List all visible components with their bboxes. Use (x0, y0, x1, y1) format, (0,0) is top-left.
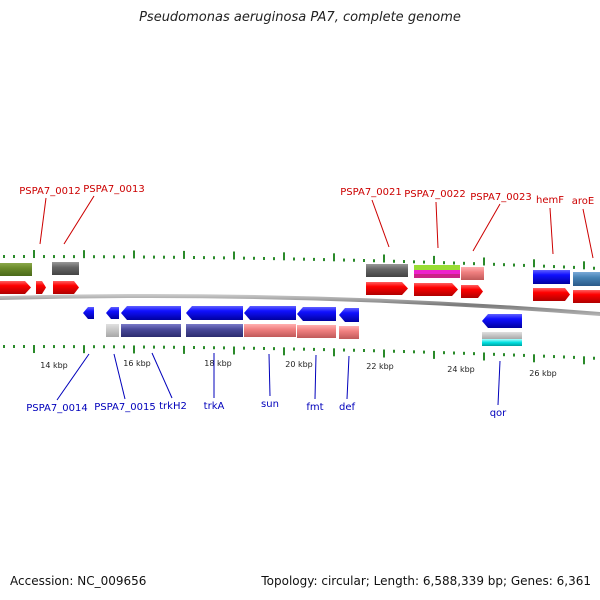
axis-label: 14 kbp (40, 361, 68, 370)
genome-stats-label: Topology: circular; Length: 6,588,339 bp… (261, 574, 591, 588)
accession-label: Accession: NC_009656 (10, 574, 147, 588)
forward-gene-arrow (0, 281, 31, 294)
feature-block (414, 270, 460, 274)
forward-strand-features (0, 262, 600, 286)
gene-label[interactable]: aroE (572, 196, 594, 207)
gene-label[interactable]: PSPA7_0013 (83, 184, 144, 195)
leader-line (39, 197, 47, 245)
gene-label[interactable]: PSPA7_0012 (19, 186, 80, 197)
feature-block (482, 339, 522, 346)
axis-labels: 14 kbp 16 kbp 18 kbp 20 kbp 22 kbp 24 kbp 26 k… (40, 359, 557, 378)
feature-block (297, 325, 336, 338)
forward-gene-arrow (366, 282, 408, 295)
forward-gene-arrow (53, 281, 79, 294)
feature-block (0, 263, 32, 276)
leader-line (371, 199, 390, 248)
feature-block (52, 262, 79, 275)
genome-backbone (0, 294, 600, 316)
axis-label: 18 kbp (204, 359, 232, 368)
feature-block (186, 324, 243, 337)
axis-label: 24 kbp (447, 365, 475, 374)
feature-block (461, 267, 484, 280)
gene-label[interactable]: fmt (306, 402, 323, 413)
reverse-gene-arrow (339, 308, 359, 322)
leader-line (497, 360, 501, 406)
leader-line (56, 353, 90, 401)
feature-block (366, 264, 408, 277)
forward-gene-arrow (573, 290, 600, 303)
leader-line (268, 353, 271, 397)
bottom-gene-labels: PSPA7_0014 PSPA7_0015 trkH2 trkA sun fmt def qo… (26, 352, 507, 419)
top-gene-labels: PSPA7_0012 PSPA7_0013 PSPA7_0021 PSPA7_0022… (19, 184, 594, 259)
gene-label[interactable]: PSPA7_0021 (340, 187, 401, 198)
feature-block (414, 274, 460, 278)
forward-gene-arrow (461, 285, 483, 298)
tick-marks (3, 250, 595, 365)
gene-label[interactable]: def (339, 402, 356, 413)
axis-label: 20 kbp (285, 360, 313, 369)
feature-block (573, 272, 600, 286)
reverse-strand-genes (83, 306, 522, 328)
gene-label[interactable]: qor (490, 408, 507, 419)
leader-line (346, 355, 350, 400)
leader-line (63, 195, 95, 245)
forward-strand-genes (0, 281, 600, 303)
leader-line (472, 203, 501, 252)
leader-line (151, 352, 173, 399)
feature-block (339, 326, 359, 339)
reverse-gene-arrow (482, 314, 522, 328)
gene-label[interactable]: PSPA7_0023 (470, 192, 531, 203)
genome-title: Pseudomonas aeruginosa PA7, complete gen… (139, 10, 461, 25)
forward-gene-arrow (414, 283, 458, 296)
feature-block (106, 324, 119, 337)
leader-line (582, 208, 594, 259)
feature-block (482, 332, 522, 339)
forward-gene-arrow (533, 288, 570, 301)
gene-label[interactable]: PSPA7_0022 (404, 189, 465, 200)
gene-label[interactable]: sun (261, 399, 279, 410)
reverse-gene-arrow (297, 307, 336, 321)
leader-line (113, 353, 126, 400)
feature-block (533, 270, 570, 284)
reverse-gene-arrow (121, 306, 181, 320)
reverse-strand-features (106, 324, 522, 346)
gene-label[interactable]: hemF (536, 195, 564, 206)
gene-label[interactable]: PSPA7_0014 (26, 403, 87, 414)
forward-gene-arrow (36, 281, 46, 294)
leader-line (314, 354, 317, 400)
leader-line (549, 207, 554, 255)
feature-block (121, 324, 181, 337)
gene-label[interactable]: trkA (204, 401, 225, 412)
feature-block (244, 324, 296, 337)
reverse-gene-arrow (244, 306, 296, 320)
gene-label[interactable]: PSPA7_0015 (94, 402, 155, 413)
axis-label: 26 kbp (529, 369, 557, 378)
axis-label: 22 kbp (366, 362, 394, 371)
gene-label[interactable]: trkH2 (159, 401, 187, 412)
reverse-gene-arrow (186, 306, 243, 320)
axis-label: 16 kbp (123, 359, 151, 368)
leader-line (435, 201, 439, 249)
reverse-gene-arrow (83, 307, 94, 319)
feature-block (414, 265, 460, 270)
reverse-gene-arrow (106, 307, 119, 319)
